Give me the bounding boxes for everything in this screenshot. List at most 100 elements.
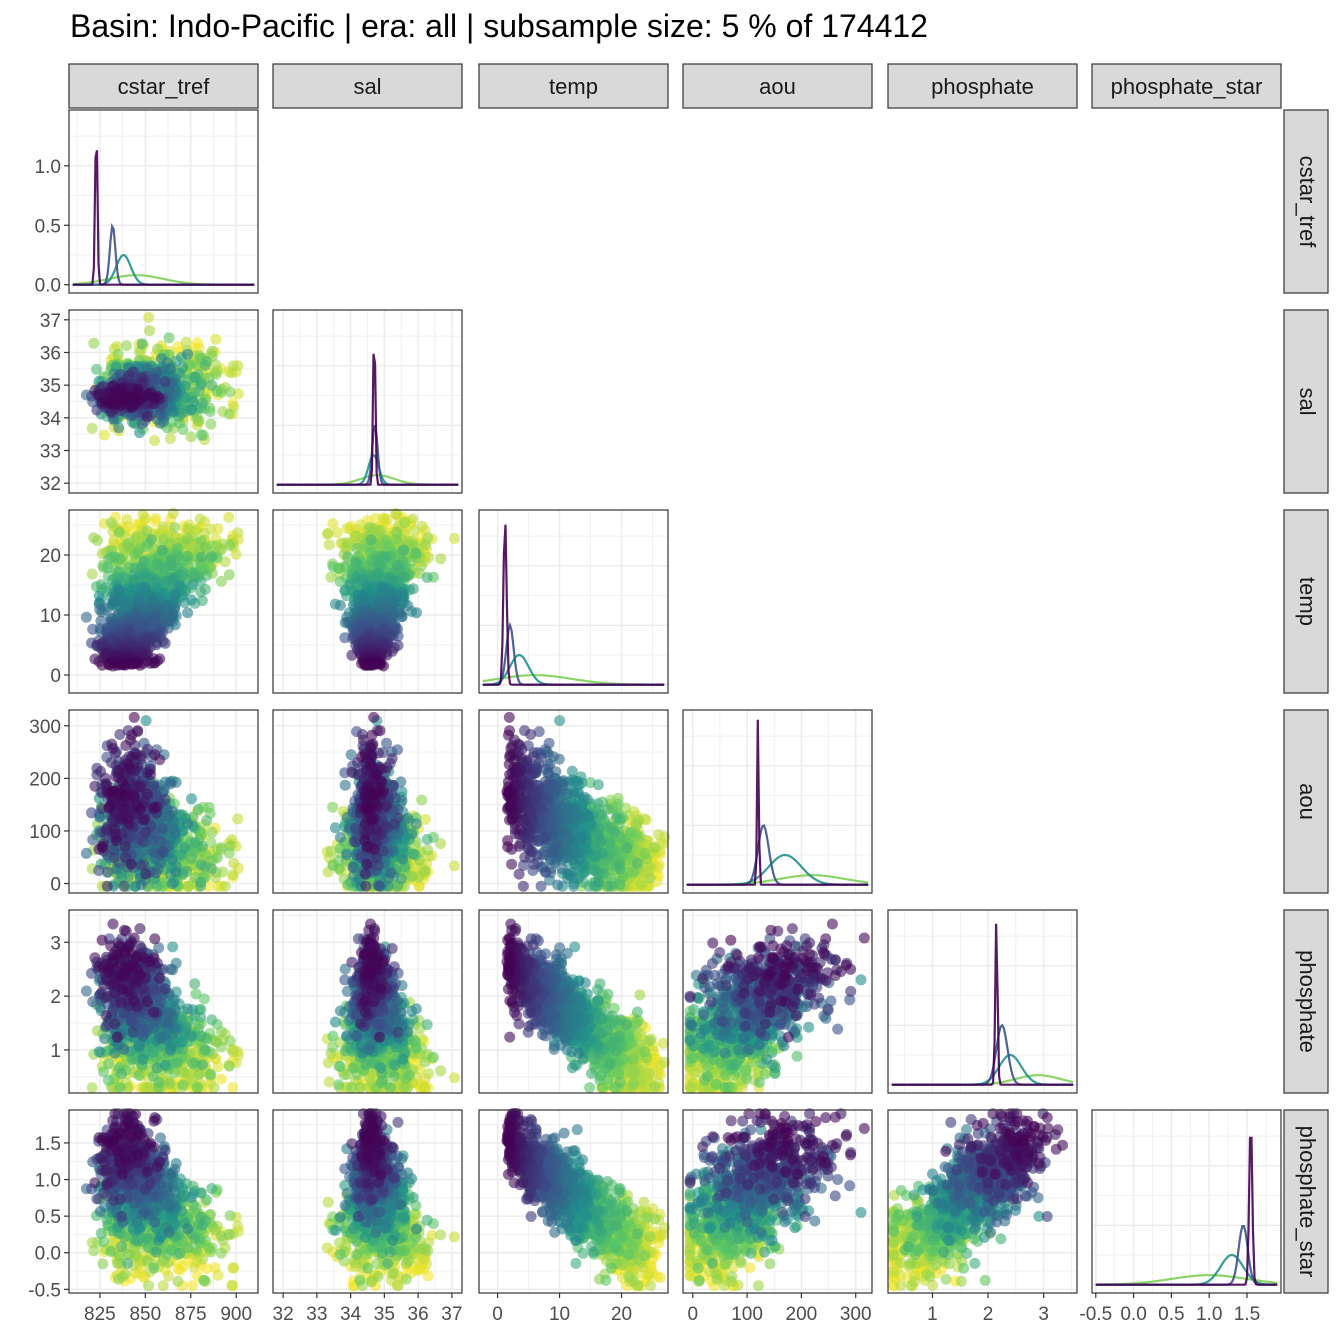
scatter-point (126, 751, 138, 763)
scatter-point (185, 431, 197, 443)
scatter-point (399, 517, 411, 529)
scatter-point (144, 325, 156, 337)
scatter-point (141, 362, 153, 374)
strip-right-phosphate_star (1283, 1109, 1329, 1294)
scatter-point (419, 865, 431, 877)
scatter-point (109, 823, 121, 835)
scatter-point (118, 880, 130, 892)
scatter-point (422, 844, 434, 856)
scatter-point (223, 511, 235, 523)
chart-title: Basin: Indo-Pacific | era: all | subsamp… (70, 8, 928, 44)
scatter-point (142, 411, 153, 423)
scatter-point (344, 579, 356, 591)
strip-label-right-cstar_tref: cstar_tref (1295, 156, 1320, 249)
scatter-point (145, 769, 157, 781)
scatter-point (120, 740, 132, 751)
scatter-point (180, 336, 192, 348)
scatter-panel-cstar_tref-sal (68, 309, 259, 494)
scatter-point (398, 544, 409, 556)
scatter-point (119, 802, 130, 814)
scatter-point (114, 526, 125, 538)
scatter-point (373, 568, 384, 580)
scatter-point (410, 548, 422, 560)
scatter-point (227, 869, 239, 881)
scatter-point (170, 866, 182, 878)
scatter-point (211, 852, 223, 864)
strip-right-cstar_tref (1283, 109, 1329, 294)
scatter-point (365, 534, 377, 546)
scatter-point (96, 841, 108, 853)
scatter-point (223, 847, 235, 859)
scatter-point (121, 340, 132, 352)
scatter-point (322, 527, 334, 539)
scatter-point (183, 880, 194, 892)
strip-top-phosphate (887, 63, 1078, 109)
density-panel-temp (478, 509, 669, 694)
scatter-point (173, 579, 185, 591)
strip-label-top-cstar_tref: cstar_tref (118, 74, 211, 99)
scatter-point (232, 388, 244, 400)
scatter-point (159, 376, 171, 388)
scatter-point (88, 532, 100, 544)
scatter-point (134, 427, 146, 439)
scatter-point (140, 826, 151, 838)
scatter-point (140, 715, 152, 727)
scatter-point (410, 607, 422, 619)
scatter-point (199, 360, 211, 371)
scatter-panel-cstar_tref-temp (68, 507, 259, 694)
scatter-point (177, 362, 189, 373)
density-curve (72, 150, 255, 286)
scatter-point (327, 561, 339, 573)
scatter-point (195, 380, 207, 391)
scatter-point (138, 814, 150, 826)
scatter-point (223, 408, 235, 420)
scatter-point (146, 534, 157, 546)
scatter-point (169, 521, 180, 533)
scatter-point (435, 553, 447, 565)
scatter-point (119, 790, 131, 802)
scatter-point (149, 373, 161, 385)
scatter-point (102, 562, 114, 574)
scatter-point (91, 363, 102, 375)
scatter-point (96, 659, 108, 671)
scatter-point (346, 649, 358, 661)
scatter-point (391, 526, 403, 538)
scatter-point (179, 842, 191, 854)
strip-top-cstar_tref (68, 63, 259, 109)
strip-label-right-phosphate_star: phosphate_star (1295, 1126, 1320, 1278)
scatter-point (227, 360, 239, 372)
scatter-point (107, 660, 119, 672)
scatter-panel-sal-temp (272, 507, 463, 694)
scatter-point (157, 521, 169, 533)
scatter-point (101, 880, 113, 892)
scatter-point (154, 417, 166, 429)
scatter-point (164, 363, 176, 375)
scatter-point (134, 803, 146, 815)
scatter-points (80, 311, 244, 446)
scatter-point (157, 823, 168, 834)
scatter-point (96, 396, 108, 408)
scatter-point (145, 387, 157, 399)
scatter-point (396, 610, 408, 622)
density-panel-sal (272, 309, 463, 494)
strip-label-top-phosphate: phosphate (931, 74, 1034, 99)
scatter-point (419, 539, 431, 551)
scatter-point (195, 859, 207, 870)
scatter-point (112, 348, 124, 360)
scatter-point (374, 525, 386, 537)
scatter-point (416, 794, 428, 806)
scatter-point (111, 835, 123, 847)
scatter-point (155, 836, 166, 848)
scatter-point (80, 611, 92, 623)
scatter-panel-cstar_tref-aou (68, 709, 259, 894)
scatter-point (116, 776, 128, 788)
scatter-point (166, 878, 178, 890)
scatter-point (364, 521, 375, 533)
scatter-point (119, 390, 131, 402)
scatter-point (377, 512, 389, 524)
scatter-point (323, 539, 335, 551)
strip-top-sal (272, 63, 463, 109)
scatter-point (232, 813, 244, 825)
strip-right-sal (1283, 309, 1329, 494)
scatter-point (327, 801, 339, 813)
